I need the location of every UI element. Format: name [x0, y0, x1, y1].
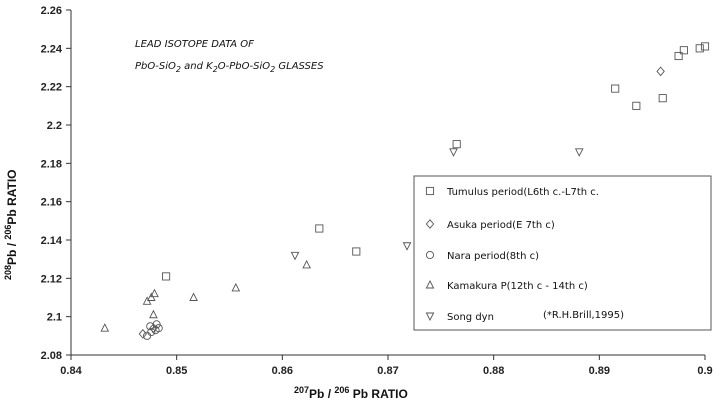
legend-swatch-triangle-down — [425, 312, 435, 321]
data-point-triangle-down — [290, 251, 300, 261]
legend-swatch-square — [425, 186, 435, 196]
data-point-circle — [152, 320, 161, 329]
y-tick-label: 2.24 — [41, 43, 63, 55]
chart-title: LEAD ISOTOPE DATA OF PbO-SiO2 and K2O-Pb… — [135, 39, 324, 74]
data-point-triangle-up — [189, 292, 198, 301]
legend-swatch-triangle-up — [425, 280, 435, 289]
data-point-square — [352, 247, 361, 256]
data-point-triangle-up — [100, 323, 110, 332]
legend-item: Asuka period(E 7th c) — [425, 219, 555, 231]
data-point-square — [700, 42, 710, 51]
y-tick-label: 2.12 — [41, 273, 62, 285]
x-tick-group: 0.84 0.85 0.86 0.87 0.88 0.89 0.9 — [60, 355, 713, 377]
legend-note: (*R.H.Brill,1995) — [543, 310, 624, 321]
y-tick-label: 2.14 — [41, 235, 63, 247]
data-point-circle — [154, 324, 163, 333]
data-point-square — [315, 224, 324, 233]
legend-label: Kamakura P(12th c - 14th c) — [447, 281, 588, 292]
x-tick-label: 0.9 — [697, 365, 712, 377]
data-point-square — [162, 272, 171, 281]
data-point-triangle-up — [150, 288, 159, 298]
data-point-square — [695, 44, 704, 53]
y-tick-label: 2.16 — [41, 197, 62, 209]
data-point-square — [452, 140, 461, 149]
x-tick-label: 0.87 — [377, 365, 398, 377]
x-tick-label: 0.86 — [272, 365, 293, 377]
y-tick-label: 2.26 — [41, 5, 62, 17]
legend-item: Kamakura P(12th c - 14th c) — [425, 280, 588, 292]
data-point-square — [632, 101, 641, 110]
legend-label: Tumulus period(L6th c.-L7th c. — [446, 187, 599, 198]
legend-box — [413, 175, 712, 331]
y-tick-group: 2.08 2.1 2.12 2.14 2.16 2.18 2.2 2.22 2.24 2.26 — [41, 5, 71, 362]
legend-swatch-circle — [425, 250, 435, 260]
x-axis-label: 207Pb / 206 Pb RATIO — [294, 385, 408, 401]
data-point-square — [679, 46, 688, 55]
y-tick-label: 2.08 — [41, 350, 62, 362]
x-tick-label: 0.84 — [60, 365, 82, 377]
legend-item: Song dyn — [425, 312, 494, 323]
legend-swatch-diamond — [425, 219, 435, 229]
data-point-triangle-down — [402, 242, 412, 251]
legend-label: Asuka period(E 7th c) — [447, 220, 555, 231]
data-point-circle — [147, 327, 156, 337]
data-point-triangle-down — [449, 148, 458, 157]
legend-label: Nara period(8th c) — [447, 251, 539, 262]
legend: Tumulus period(L6th c.-L7th c. Asuka peri… — [413, 175, 712, 331]
y-tick-label: 2.22 — [41, 82, 62, 94]
data-point-diamond — [138, 329, 148, 339]
data-point-triangle-down — [574, 148, 584, 157]
y-tick-label: 2.1 — [47, 312, 62, 324]
legend-label: Song dyn — [447, 312, 494, 323]
legend-item: Nara period(8th c) — [425, 250, 539, 262]
chart-title-line1: LEAD ISOTOPE DATA OF — [135, 39, 254, 50]
legend-item: Tumulus period(L6th c.-L7th c. — [425, 186, 599, 198]
data-point-square — [658, 94, 667, 103]
x-tick-label: 0.88 — [483, 365, 504, 377]
data-point-diamond — [656, 66, 665, 77]
legend-items: Tumulus period(L6th c.-L7th c. Asuka peri… — [425, 186, 599, 323]
x-tick-label: 0.89 — [589, 365, 610, 377]
data-point-triangle-up — [231, 282, 241, 292]
data-point-triangle-up — [302, 259, 311, 269]
data-point-square — [674, 51, 683, 61]
y-axis-label: 208Pb / 206Pb RATIO — [3, 169, 19, 280]
y-tick-label: 2.18 — [41, 158, 62, 170]
data-point-square — [611, 84, 620, 93]
x-tick-label: 0.85 — [166, 365, 187, 377]
data-point-triangle-up — [149, 309, 158, 319]
chart-title-line2: PbO-SiO2 and K2O-PbO-SiO2 GLASSES — [135, 61, 324, 74]
y-tick-label: 2.2 — [47, 120, 62, 132]
